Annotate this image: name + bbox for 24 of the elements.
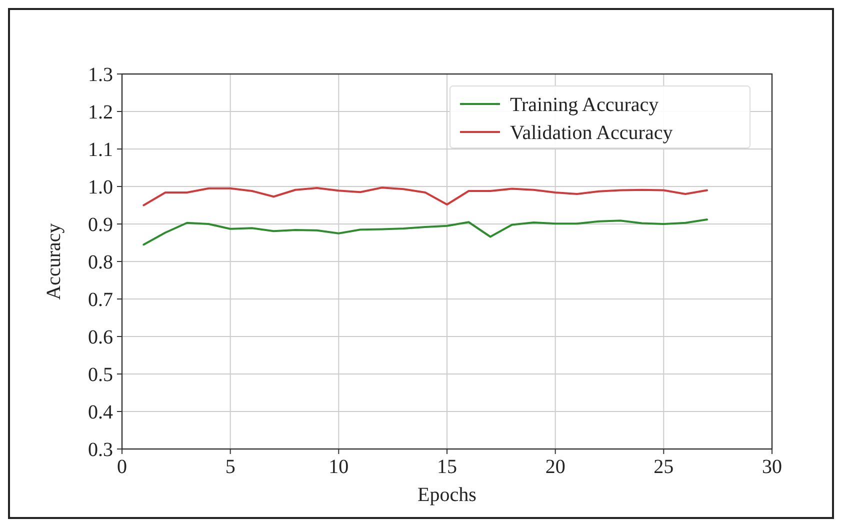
y-tick-label: 0.8 [88, 252, 113, 274]
y-tick-label: 0.7 [88, 289, 113, 311]
y-tick-label: 1.3 [88, 64, 113, 86]
y-tick-label: 0.5 [88, 364, 113, 386]
y-tick-label: 0.9 [88, 214, 113, 236]
y-tick-label: 1.0 [88, 176, 113, 198]
legend-label: Validation Accuracy [510, 122, 673, 144]
x-tick-label: 15 [437, 456, 457, 478]
y-tick-label: 1.1 [88, 139, 113, 161]
x-tick-label: 5 [225, 456, 236, 478]
y-tick-label: 0.3 [88, 439, 113, 461]
x-tick-label: 0 [117, 456, 127, 478]
legend-label: Training Accuracy [510, 94, 659, 116]
x-tick-label: 20 [545, 456, 566, 478]
y-tick-label: 0.4 [88, 402, 113, 424]
x-axis-title: Epochs [418, 484, 477, 506]
y-tick-label: 0.6 [88, 326, 113, 348]
x-tick-label: 25 [654, 456, 674, 478]
line-series [142, 218, 708, 246]
x-tick-label: 10 [328, 456, 349, 478]
y-axis-title: Accuracy [43, 223, 65, 300]
x-tick-label: 30 [762, 456, 782, 478]
y-tick-label: 1.2 [88, 102, 113, 124]
line-series [142, 186, 708, 206]
